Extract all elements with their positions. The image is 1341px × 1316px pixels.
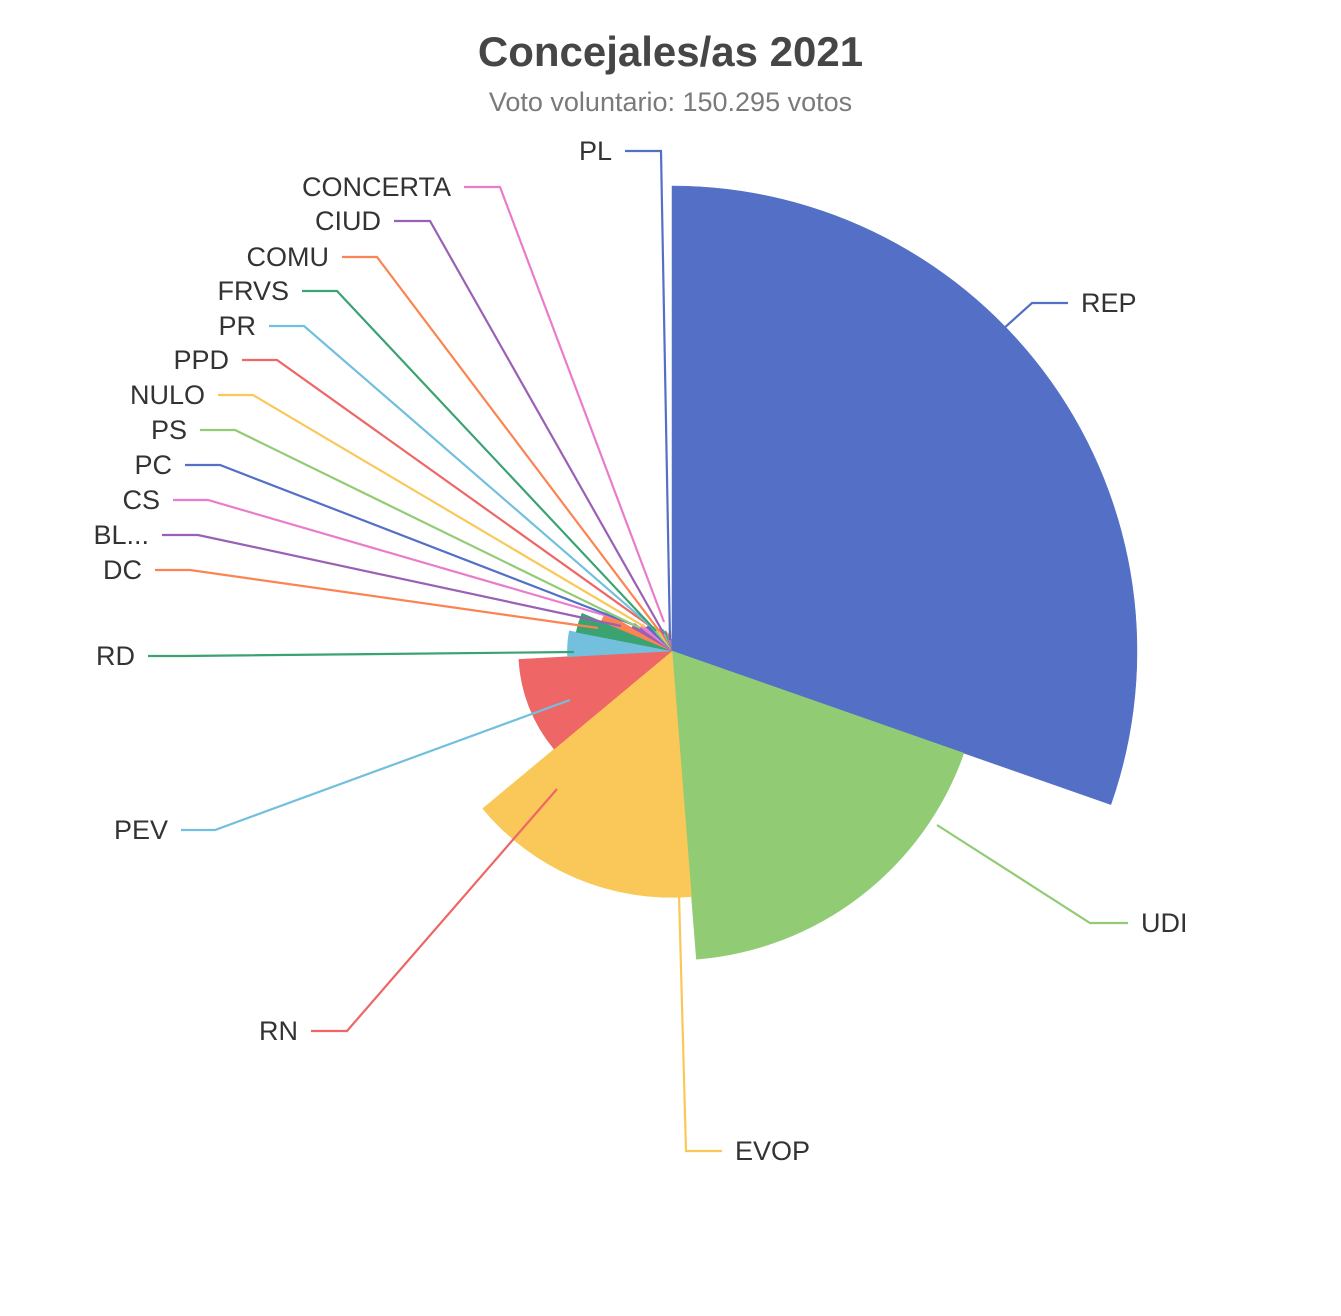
leader-line-rep [1001, 301, 1068, 331]
slice-pl[interactable] [671, 639, 673, 652]
slice-comu[interactable] [666, 632, 673, 652]
slice-udi[interactable] [671, 650, 965, 960]
label-rep: REP [1081, 288, 1137, 318]
label-concerta: CONCERTA [302, 172, 451, 202]
slice-rep[interactable] [671, 185, 1138, 805]
leader-line-pev [181, 698, 571, 832]
chart-title: Concejales/as 2021 [477, 28, 864, 75]
leader-line-frvs [302, 289, 657, 632]
label-ps: PS [151, 415, 187, 445]
leader-line-pl [625, 149, 672, 641]
leader-line-nulo [218, 393, 646, 628]
label-bl: BL... [93, 520, 149, 550]
label-ciud: CIUD [315, 206, 381, 236]
label-pev: PEV [114, 815, 168, 845]
slice-labels: REP UDI EVOP RN PEV RD DC BL... CS PC PS NULO PPD PR F… [93, 136, 1187, 1166]
leader-line-pr [269, 324, 654, 629]
label-nulo: NULO [130, 380, 205, 410]
label-pc: PC [134, 450, 172, 480]
leader-line-rd [148, 650, 575, 658]
slice-frvs[interactable] [664, 630, 673, 652]
label-udi: UDI [1141, 908, 1188, 938]
chart-subtitle: Voto voluntario: 150.295 votos [488, 87, 853, 117]
label-lines [148, 149, 1128, 1153]
slice-rd[interactable] [575, 612, 673, 652]
leader-line-concerta [464, 185, 666, 623]
label-dc: DC [103, 555, 142, 585]
label-comu: COMU [247, 242, 330, 272]
label-ppd: PPD [173, 345, 229, 375]
pie-slices [482, 185, 1138, 960]
leader-line-comu [342, 255, 661, 633]
label-cs: CS [122, 485, 160, 515]
leader-line-ciud [394, 219, 665, 635]
slice-rn[interactable] [518, 650, 673, 750]
label-rd: RD [96, 641, 135, 671]
label-evop: EVOP [735, 1136, 810, 1166]
slice-evop[interactable] [482, 650, 692, 898]
label-frvs: FRVS [217, 276, 289, 306]
label-pr: PR [218, 311, 256, 341]
leader-line-dc [155, 568, 599, 630]
leader-line-ps [200, 428, 641, 629]
leader-line-udi [936, 824, 1128, 925]
leader-line-ppd [242, 358, 651, 627]
label-rn: RN [259, 1016, 298, 1046]
label-pl: PL [579, 136, 612, 166]
leader-line-bl [162, 533, 622, 628]
leader-line-evop [677, 894, 722, 1153]
leader-line-pc [185, 463, 635, 627]
leader-line-rn [311, 788, 558, 1033]
leader-line-cs [173, 498, 629, 624]
slice-pev[interactable] [567, 630, 673, 657]
